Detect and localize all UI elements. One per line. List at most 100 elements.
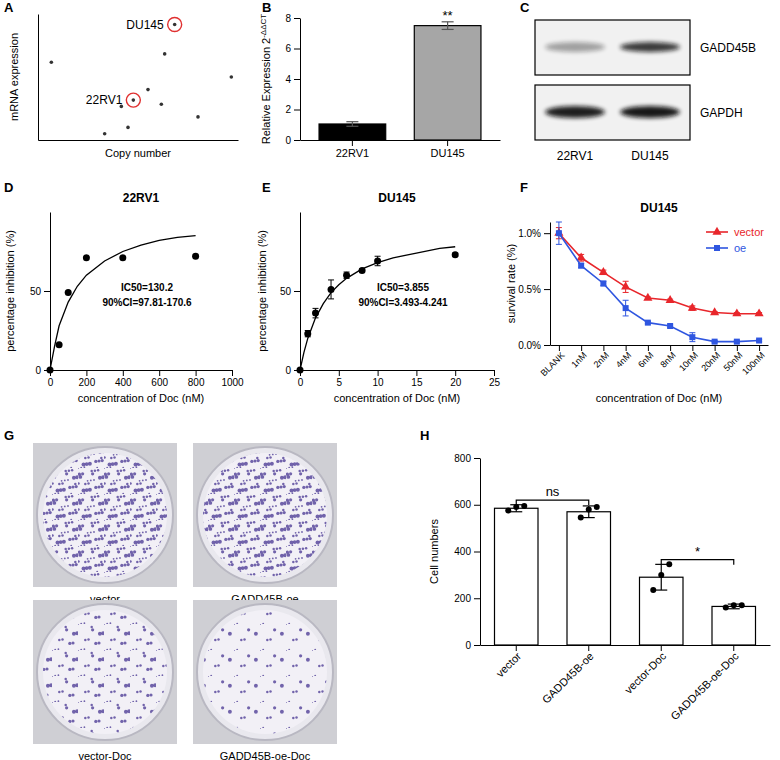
tick-mark	[86, 370, 87, 376]
y-axis: 0 50	[280, 213, 301, 376]
y-label: percentage inhibition (%)	[4, 230, 16, 352]
error-line	[328, 279, 334, 280]
x-label: concentration of Doc (nM)	[78, 392, 205, 404]
plot-area	[297, 247, 459, 374]
error-bar	[655, 564, 667, 590]
tick-label: DU145	[430, 147, 464, 159]
annotation: 22RV1	[86, 93, 123, 107]
point	[297, 367, 304, 374]
tick-label: 50	[30, 286, 42, 297]
tick-mark	[294, 291, 300, 292]
bar	[495, 508, 539, 645]
tick-label: 200	[79, 377, 96, 388]
point	[47, 367, 54, 374]
tick: 100nM	[740, 345, 767, 377]
tick: 50	[280, 286, 300, 297]
tick-mark	[733, 645, 734, 651]
point	[723, 605, 729, 611]
tick-mark	[544, 289, 550, 290]
tick-label: 0	[285, 365, 291, 376]
axis-line	[301, 140, 501, 141]
annotations: IC50=130.290%CI=97.81-170.6	[102, 282, 192, 308]
figure: ADU14522RV1mRNA expressionCopy numberB02…	[0, 0, 780, 760]
tick-mark	[474, 552, 480, 553]
point	[56, 341, 63, 348]
tick: vector-Doc	[622, 645, 668, 696]
bar	[414, 26, 481, 140]
annotations: **	[443, 8, 453, 23]
tick-label: 8	[285, 13, 291, 24]
error-bar	[375, 256, 381, 265]
band-label: GADD45B	[700, 41, 756, 55]
point	[146, 88, 150, 92]
error-line	[583, 517, 595, 518]
error-bar	[556, 222, 562, 244]
point	[505, 508, 511, 514]
point	[666, 561, 672, 567]
plate-image	[33, 443, 177, 587]
axis-line	[551, 345, 769, 346]
error-bar	[578, 263, 584, 267]
error-line	[346, 121, 358, 122]
point	[374, 257, 381, 264]
tick-mark	[516, 645, 517, 651]
lane-label: DU145	[631, 149, 669, 163]
point	[50, 61, 54, 65]
plate-image	[193, 443, 337, 587]
blot-band	[545, 106, 605, 118]
annotation: IC50=130.2	[121, 282, 173, 293]
error-line	[510, 511, 522, 512]
panel-letter: E	[262, 180, 271, 195]
plate-background	[33, 600, 177, 744]
plate-background	[193, 600, 337, 744]
error-bar	[583, 506, 595, 518]
axis-line	[39, 140, 239, 141]
marker	[599, 267, 608, 275]
tick-label: 4	[285, 74, 291, 85]
annotation: **	[443, 8, 453, 23]
panel: B0246822RV1DU145**Relative Expression 2-…	[259, 0, 501, 159]
series	[554, 228, 763, 317]
point	[731, 602, 737, 608]
tick: 8nM	[658, 345, 677, 370]
tick-label: GADD45B-oe	[540, 650, 596, 706]
point	[103, 132, 107, 136]
error-bar	[346, 122, 358, 127]
y-axis: 0.0%0.5%1.0%	[518, 223, 550, 351]
bar	[319, 124, 386, 140]
tick: 6nM	[636, 345, 655, 370]
tick: vector	[494, 645, 524, 679]
error-bar	[313, 308, 319, 317]
tick: 10	[373, 370, 385, 388]
legend: vectoroe	[706, 226, 764, 254]
legend-marker	[712, 227, 721, 235]
caption: vector-Doc	[78, 750, 132, 760]
tick-mark	[378, 370, 379, 376]
y-label-text: Relative Expression 2	[260, 38, 272, 144]
plate-image	[193, 600, 337, 744]
tick: 1nM	[569, 345, 588, 370]
panel-letter: D	[4, 180, 13, 195]
tick-label: 6	[285, 43, 291, 54]
point	[594, 504, 600, 510]
y-label: survival rate (%)	[505, 244, 517, 323]
marker	[732, 308, 741, 316]
tick-mark	[294, 18, 300, 19]
plot-area	[495, 503, 756, 645]
plot-area	[554, 222, 763, 345]
tick-mark	[339, 370, 340, 376]
tick-label: 0	[35, 365, 41, 376]
tick: 6	[285, 43, 300, 54]
axis-line	[480, 459, 481, 646]
tick-mark	[232, 370, 233, 376]
blot-band	[545, 42, 605, 52]
error-line	[313, 317, 319, 318]
highlight-circle	[168, 18, 182, 32]
tick-label: 800	[454, 453, 471, 464]
error-bar	[689, 333, 695, 342]
tick-mark	[474, 458, 480, 459]
title: DU145	[378, 191, 416, 205]
tick-label: 100nM	[740, 350, 767, 377]
tick-label: 4nM	[614, 350, 633, 369]
marker	[689, 334, 695, 340]
